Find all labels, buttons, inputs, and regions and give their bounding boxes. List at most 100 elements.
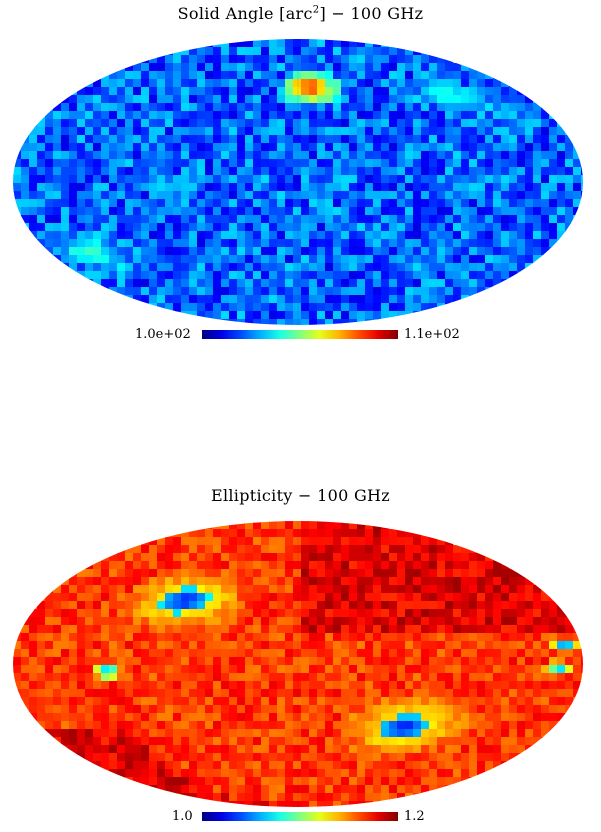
- map-pixel: [325, 191, 334, 200]
- map-pixel: [333, 303, 342, 312]
- map-pixel: [349, 665, 358, 674]
- map-pixel: [557, 159, 566, 168]
- map-pixel: [197, 215, 206, 224]
- map-pixel: [125, 239, 134, 248]
- map-pixel: [357, 665, 366, 674]
- map-pixel: [381, 207, 390, 216]
- map-pixel: [437, 633, 446, 642]
- map-pixel: [269, 175, 278, 184]
- map-pixel: [325, 271, 334, 280]
- map-pixel: [85, 263, 94, 272]
- map-pixel: [173, 601, 182, 610]
- map-pixel: [221, 737, 230, 746]
- map-pixel: [213, 199, 222, 208]
- map-pixel: [285, 319, 294, 325]
- map-pixel: [69, 199, 78, 208]
- map-pixel: [317, 529, 326, 538]
- map-pixel: [317, 47, 326, 56]
- map-pixel: [397, 649, 406, 658]
- map-pixel: [397, 103, 406, 112]
- map-pixel: [565, 191, 574, 200]
- map-pixel: [277, 311, 286, 320]
- map-pixel: [61, 585, 70, 594]
- map-pixel: [301, 143, 310, 152]
- map-pixel: [245, 793, 254, 802]
- map-pixel: [21, 657, 30, 666]
- map-pixel: [101, 673, 110, 682]
- map-pixel: [405, 79, 414, 88]
- map-pixel: [389, 553, 398, 562]
- map-pixel: [109, 553, 118, 562]
- map-pixel: [437, 657, 446, 666]
- map-pixel: [69, 633, 78, 642]
- map-pixel: [69, 255, 78, 264]
- map-pixel: [413, 529, 422, 538]
- map-pixel: [213, 47, 222, 56]
- map-pixel: [365, 601, 374, 610]
- map-pixel: [357, 119, 366, 128]
- map-pixel: [277, 55, 286, 64]
- map-pixel: [341, 95, 350, 104]
- map-pixel: [261, 151, 270, 160]
- map-pixel: [341, 279, 350, 288]
- map-pixel: [117, 745, 126, 754]
- map-pixel: [565, 159, 574, 168]
- map-pixel: [213, 87, 222, 96]
- map-pixel: [101, 593, 110, 602]
- map-pixel: [293, 705, 302, 714]
- map-pixel: [173, 545, 182, 554]
- map-pixel: [45, 705, 54, 714]
- map-pixel: [157, 55, 166, 64]
- map-pixel: [413, 729, 422, 738]
- map-pixel: [69, 135, 78, 144]
- map-pixel: [469, 183, 478, 192]
- map-pixel: [269, 641, 278, 650]
- map-pixel: [237, 127, 246, 136]
- map-pixel: [189, 793, 198, 802]
- map-pixel: [333, 649, 342, 658]
- map-pixel: [421, 545, 430, 554]
- map-pixel: [29, 657, 38, 666]
- map-pixel: [69, 215, 78, 224]
- map-pixel: [189, 255, 198, 264]
- map-pixel: [389, 529, 398, 538]
- map-pixel: [141, 71, 150, 80]
- map-pixel: [517, 569, 526, 578]
- map-pixel: [541, 689, 550, 698]
- map-pixel: [333, 785, 342, 794]
- map-pixel: [173, 681, 182, 690]
- map-pixel: [341, 609, 350, 618]
- map-pixel: [149, 569, 158, 578]
- map-pixel: [485, 287, 494, 296]
- map-pixel: [301, 71, 310, 80]
- map-pixel: [149, 705, 158, 714]
- map-pixel: [413, 641, 422, 650]
- map-pixel: [357, 777, 366, 786]
- map-pixel: [381, 79, 390, 88]
- map-pixel: [501, 271, 510, 280]
- map-pixel: [333, 207, 342, 216]
- map-pixel: [381, 673, 390, 682]
- map-pixel: [205, 601, 214, 610]
- map-pixel: [125, 111, 134, 120]
- map-pixel: [349, 159, 358, 168]
- map-pixel: [429, 745, 438, 754]
- map-pixel: [157, 609, 166, 618]
- map-pixel: [205, 673, 214, 682]
- map-pixel: [397, 175, 406, 184]
- map-pixel: [189, 167, 198, 176]
- map-pixel: [93, 753, 102, 762]
- map-pixel: [509, 737, 518, 746]
- map-pixel: [541, 223, 550, 232]
- map-pixel: [125, 183, 134, 192]
- map-pixel: [269, 255, 278, 264]
- map-pixel: [501, 247, 510, 256]
- map-pixel: [309, 143, 318, 152]
- map-pixel: [365, 71, 374, 80]
- map-pixel: [485, 697, 494, 706]
- map-pixel: [101, 199, 110, 208]
- map-pixel: [477, 689, 486, 698]
- map-pixel: [509, 191, 518, 200]
- map-pixel: [149, 561, 158, 570]
- map-pixel: [373, 721, 382, 730]
